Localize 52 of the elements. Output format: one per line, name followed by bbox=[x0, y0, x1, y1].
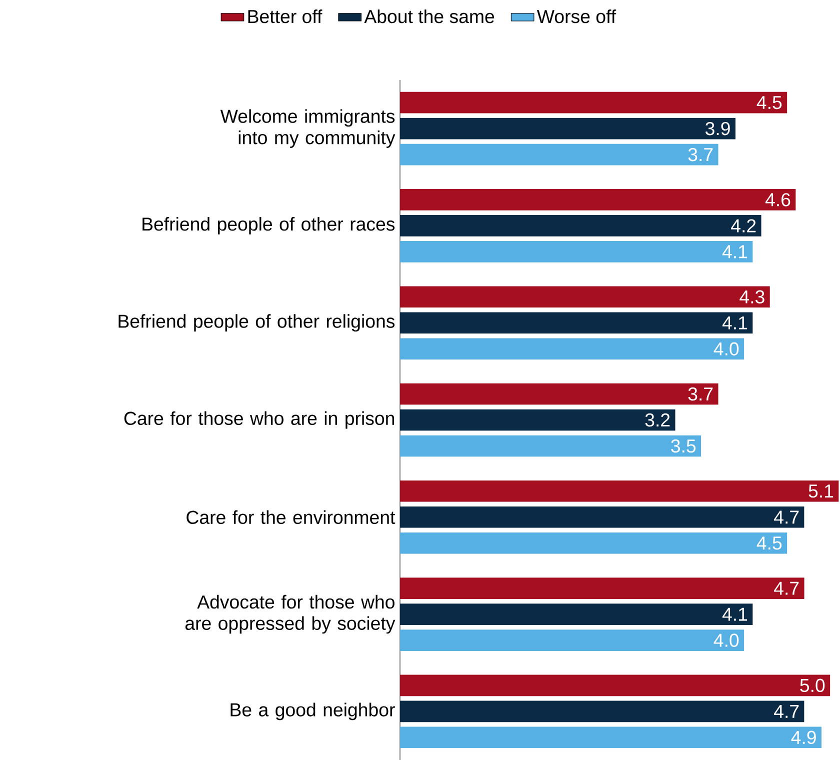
bar bbox=[400, 286, 770, 308]
y-tick-label: Befriend people of other religions bbox=[118, 314, 395, 332]
bar bbox=[400, 189, 796, 210]
bar bbox=[400, 312, 753, 334]
legend-label: About the same bbox=[364, 9, 494, 24]
y-tick-label: Be a good neighbor bbox=[230, 702, 395, 720]
data-label: 4.1 bbox=[722, 245, 748, 258]
data-label: 4.1 bbox=[722, 608, 748, 621]
legend-label: Worse off bbox=[536, 9, 616, 24]
bar bbox=[400, 532, 788, 554]
y-tick-label: Befriend people of other races bbox=[142, 217, 395, 234]
bar bbox=[400, 383, 718, 405]
bar bbox=[400, 480, 839, 502]
data-label: 3.5 bbox=[671, 439, 696, 453]
y-tick-label: Care for the environment bbox=[186, 510, 396, 524]
data-label: 3.2 bbox=[645, 413, 670, 427]
data-label: 3.7 bbox=[688, 387, 713, 401]
bar bbox=[400, 338, 744, 360]
data-label: 5.0 bbox=[800, 678, 825, 692]
data-label: 3.9 bbox=[706, 122, 730, 136]
y-tick-label: Welcome immigrants into my community bbox=[220, 109, 396, 148]
data-label: 4.0 bbox=[714, 634, 739, 647]
data-label: 4.2 bbox=[731, 219, 756, 232]
data-label: 4.7 bbox=[774, 705, 799, 718]
bar bbox=[400, 215, 762, 236]
y-tick-label: Advocate for those who are oppressed by society bbox=[185, 594, 396, 634]
data-label: 3.7 bbox=[688, 148, 713, 162]
bar bbox=[400, 604, 753, 625]
bar bbox=[400, 726, 822, 748]
data-label: 4.0 bbox=[714, 342, 739, 356]
bar bbox=[400, 241, 753, 262]
bar bbox=[400, 144, 718, 166]
bar bbox=[400, 674, 830, 696]
data-label: 5.1 bbox=[808, 484, 834, 498]
bar bbox=[400, 435, 702, 457]
data-label: 4.5 bbox=[756, 536, 782, 550]
data-label: 4.7 bbox=[774, 510, 799, 524]
data-label: 4.1 bbox=[722, 316, 748, 330]
bar bbox=[400, 630, 744, 651]
data-label: 4.7 bbox=[774, 582, 799, 595]
data-label: 4.5 bbox=[756, 96, 782, 110]
bar bbox=[400, 578, 804, 599]
bar bbox=[400, 118, 736, 140]
data-label: 4.3 bbox=[740, 290, 764, 304]
y-tick-label: Care for those who are in prison bbox=[124, 411, 394, 429]
data-label: 4.9 bbox=[791, 730, 816, 744]
bar bbox=[400, 700, 804, 722]
bar bbox=[400, 409, 676, 431]
legend-label: Better off bbox=[248, 9, 322, 24]
bar bbox=[400, 506, 804, 528]
data-label: 4.6 bbox=[765, 193, 790, 206]
bar bbox=[400, 92, 788, 114]
